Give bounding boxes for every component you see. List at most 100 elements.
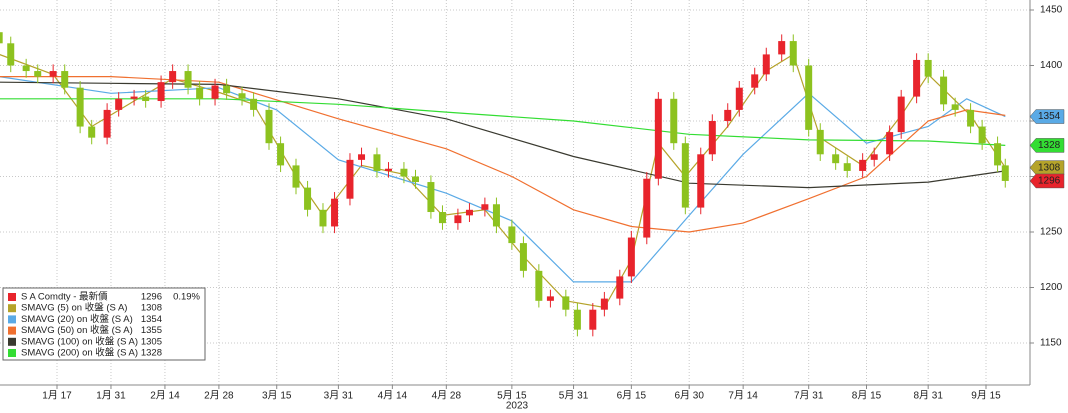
candle-body [762, 54, 770, 75]
candle-body [22, 65, 30, 72]
candle-body [886, 132, 894, 155]
candle-body [951, 104, 959, 110]
candle-body [61, 71, 69, 88]
candle-body [924, 59, 932, 77]
year-label: 2023 [506, 401, 529, 412]
candle-body [940, 76, 948, 105]
candle-body [735, 87, 743, 110]
x-tick-label: 7月 31 [794, 390, 824, 402]
candle-body [346, 159, 354, 199]
candle-body [681, 143, 689, 208]
candle-body [223, 85, 231, 94]
candle-body [481, 204, 489, 210]
x-tick-label: 1月 17 [42, 390, 72, 402]
candle-body [292, 165, 300, 188]
candle-body [789, 41, 797, 66]
candle-body [643, 178, 651, 238]
x-tick-label: 6月 15 [617, 390, 647, 402]
candle-body [331, 198, 339, 227]
value-tag: 1354 [1038, 111, 1061, 122]
candle-body [843, 163, 851, 171]
x-tick-label: 8月 15 [852, 390, 882, 402]
candle-body [805, 65, 813, 130]
candle-body [358, 154, 366, 160]
x-tick-label: 5月 15 [497, 390, 527, 402]
x-tick-label: 1月 31 [96, 390, 126, 402]
candle-body [913, 59, 921, 97]
candle-body [157, 82, 165, 102]
candle-body [508, 226, 516, 244]
candle-body [562, 296, 570, 310]
legend-swatch [8, 337, 16, 346]
candle-body [438, 212, 446, 224]
candle-body [103, 109, 111, 138]
legend-swatch [8, 315, 16, 324]
candle-body [7, 43, 15, 66]
candle-body [130, 96, 138, 99]
candle-body [994, 143, 1002, 166]
candle-body [250, 98, 258, 110]
candle-body [49, 71, 57, 77]
candle-body [211, 85, 219, 99]
candle-body [238, 93, 246, 99]
x-tick-label: 2月 28 [204, 390, 234, 402]
candle-body [697, 154, 705, 208]
value-tag-box [1029, 109, 1065, 124]
candle-body [411, 176, 419, 183]
value-tag: 1328 [1038, 140, 1061, 151]
candle-body [184, 71, 192, 88]
candle-body [832, 154, 840, 164]
candle-body [265, 109, 273, 144]
candle-body [670, 98, 678, 144]
candle-body [724, 109, 732, 121]
value-tag: 1308 [1038, 162, 1061, 173]
candle-body [427, 182, 435, 213]
legend: S A Comdty - 最新價 1296 0.19% SMAVG (5) on 收盤… [2, 287, 206, 361]
y-tick-label: 1250 [1040, 227, 1063, 238]
x-tick-label: 4月 14 [378, 390, 408, 402]
x-tick-label: 4月 28 [432, 390, 462, 402]
candle-body [654, 98, 662, 179]
x-tick-label: 8月 31 [913, 390, 943, 402]
candle-body [492, 204, 500, 227]
candle-body [978, 126, 986, 144]
legend-change: 0.19% [173, 292, 200, 303]
legend-swatch [8, 326, 16, 335]
legend-swatch [8, 349, 16, 357]
y-tick-label: 1150 [1040, 338, 1062, 349]
candle-body [546, 296, 554, 301]
candle-body [600, 298, 608, 310]
candle-body [196, 87, 204, 99]
candle-body [573, 309, 581, 330]
value-tag-box [1029, 138, 1065, 153]
legend-label: SMAVG (50) on 收盤 (S A) [21, 324, 133, 336]
x-tick-label: 6月 30 [674, 390, 704, 402]
candle-body [616, 276, 624, 299]
value-tag-box [1029, 173, 1065, 189]
candle-body [385, 168, 393, 171]
candle-body [1001, 165, 1009, 181]
candle-body [519, 243, 527, 271]
candle-body [400, 168, 408, 177]
value-tag-box [1029, 160, 1065, 175]
candle-body [454, 215, 462, 224]
candle-body [627, 237, 635, 277]
candle-body [778, 41, 786, 55]
candle-body [34, 71, 42, 77]
x-tick-label: 3月 31 [324, 390, 354, 402]
candle-body [967, 109, 975, 127]
legend-box [2, 287, 206, 361]
candle-body [465, 209, 473, 216]
candle-body [859, 159, 867, 171]
candle-body [751, 74, 759, 88]
candle-body [708, 121, 716, 155]
candle-body [897, 96, 905, 133]
ma-line [0, 76, 1006, 233]
legend-label: SMAVG (5) on 收盤 (S A) [21, 302, 127, 314]
candle-body [535, 270, 543, 301]
value-tag: 1296 [1038, 176, 1061, 187]
legend-label: SMAVG (100) on 收盤 (S A) [21, 335, 138, 347]
legend-value: 1308 [141, 303, 162, 314]
y-tick-label: 1400 [1040, 60, 1063, 71]
